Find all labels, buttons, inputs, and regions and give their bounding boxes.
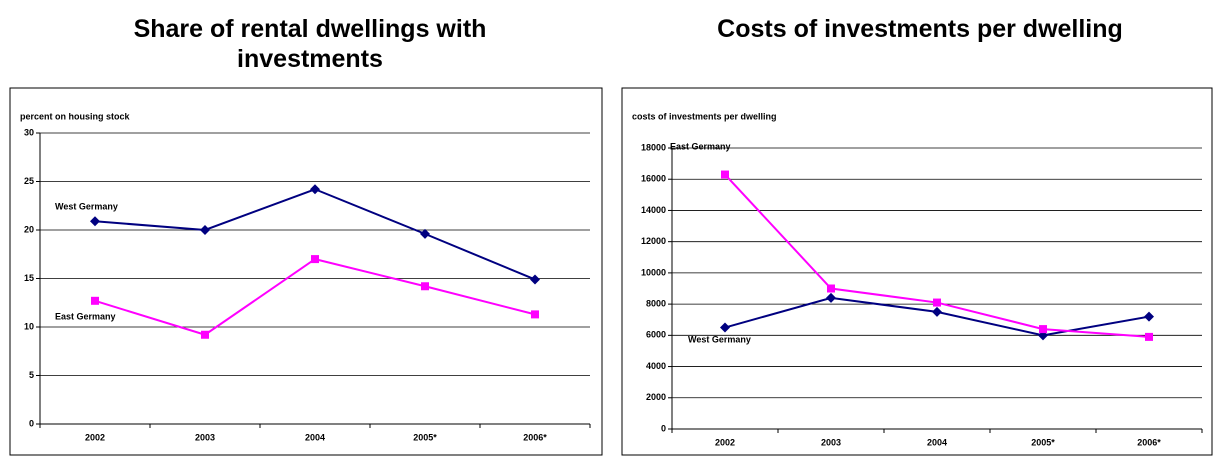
marker (826, 292, 836, 303)
chart-title: Share of rental dwellings with investmen… (133, 15, 487, 73)
y-tick-label: 16000 (641, 174, 666, 184)
y-tick-label: 8000 (646, 298, 666, 308)
y-tick-label: 0 (661, 423, 666, 433)
series-line (94, 258, 536, 336)
marker (200, 225, 210, 235)
y-axis-label: costs of investments per dwelling (632, 111, 777, 121)
chart-title: Costs of investments per dwelling (717, 15, 1123, 43)
marker (720, 322, 730, 333)
marker (721, 170, 729, 179)
x-tick-label: 2006* (1137, 437, 1161, 447)
marker (311, 255, 319, 264)
marker (420, 228, 430, 239)
marker (933, 298, 941, 307)
x-tick-label: 2003 (195, 432, 215, 442)
marker (421, 282, 429, 291)
y-tick-label: 4000 (646, 361, 666, 371)
x-tick-label: 2004 (927, 437, 947, 447)
series-label: West Germany (688, 334, 751, 344)
x-tick-label: 2005* (1031, 437, 1055, 447)
y-tick-label: 6000 (646, 330, 666, 340)
series-label: East Germany (670, 141, 731, 151)
y-tick-label: 0 (29, 418, 34, 428)
series-label: West Germany (55, 201, 118, 211)
marker (90, 216, 100, 227)
x-tick-label: 2006* (523, 432, 547, 442)
y-tick-label: 12000 (641, 236, 666, 246)
x-tick-label: 2002 (85, 432, 105, 442)
x-tick-label: 2005* (413, 432, 437, 442)
marker (932, 306, 942, 317)
y-tick-label: 20 (24, 224, 34, 234)
y-tick-label: 15 (24, 273, 34, 283)
y-tick-label: 10000 (641, 267, 666, 277)
y-tick-label: 5 (29, 370, 34, 380)
y-tick-label: 2000 (646, 392, 666, 402)
chart-frame (621, 87, 1213, 456)
series-label: East Germany (55, 311, 116, 321)
marker (310, 184, 320, 195)
marker (91, 296, 99, 305)
marker (201, 330, 209, 339)
x-tick-label: 2002 (715, 437, 735, 447)
marker (531, 310, 539, 319)
chart-frame (9, 87, 603, 456)
y-tick-label: 18000 (641, 142, 666, 152)
marker (1145, 332, 1153, 341)
marker (530, 274, 540, 285)
marker (1144, 311, 1154, 322)
y-tick-label: 14000 (641, 205, 666, 215)
y-axis-label: percent on housing stock (20, 111, 131, 121)
y-tick-label: 25 (24, 176, 34, 186)
marker (1039, 325, 1047, 334)
marker (827, 284, 835, 293)
x-tick-label: 2004 (305, 432, 325, 442)
y-tick-label: 10 (24, 321, 34, 331)
y-tick-label: 30 (24, 127, 34, 137)
series-line (94, 188, 536, 281)
x-tick-label: 2003 (821, 437, 841, 447)
